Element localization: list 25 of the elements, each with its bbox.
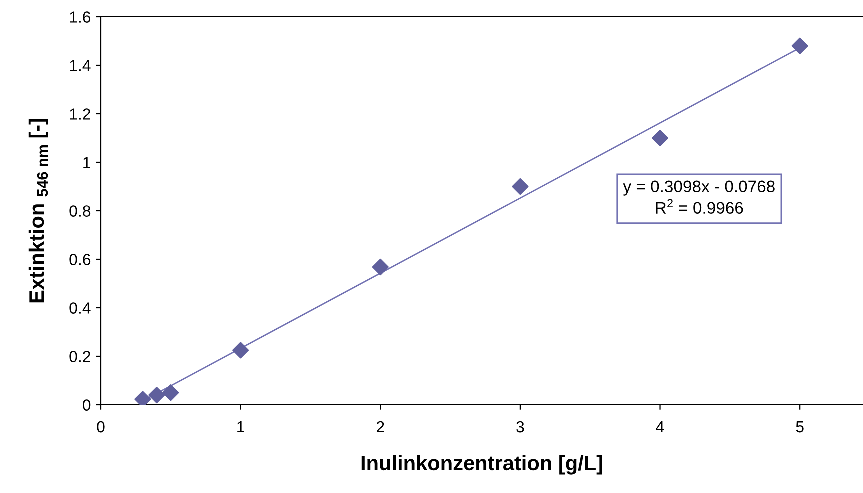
y-tick-label: 1.6 [70,12,91,23]
y-axis-title: Extinktion 546 nm [-] [28,119,48,303]
point [372,258,389,276]
x-tick-label: 2 [376,421,384,433]
y-tick-label: 1.2 [70,108,90,120]
y-tick-label: 0.2 [70,351,90,362]
point [792,38,808,54]
point [512,178,529,196]
x-tick-label: 1 [238,422,244,433]
y-tick-label: 0.8 [70,206,91,217]
y-tick-label: 0 [83,400,91,411]
x-tick-label: 4 [656,422,664,433]
annotation: y = 0.3098x - 0.0768 R$^{2}$ = 0.9966 [623,180,775,214]
x-tick-label: 0 [97,421,105,433]
point [148,387,166,404]
x-axis-title: Inulinkonzentration [g/L] [362,455,602,475]
x-tick-label: 5 [796,422,804,433]
y-tick-label: 1 [84,157,90,168]
y-tick-label: 1.4 [70,60,91,72]
point [232,342,250,359]
y-tick-label: 0.4 [70,302,91,314]
point [162,384,180,402]
y-tick-label: 0.6 [70,254,91,266]
point [652,130,669,147]
x-tick-label: 3 [516,421,524,433]
